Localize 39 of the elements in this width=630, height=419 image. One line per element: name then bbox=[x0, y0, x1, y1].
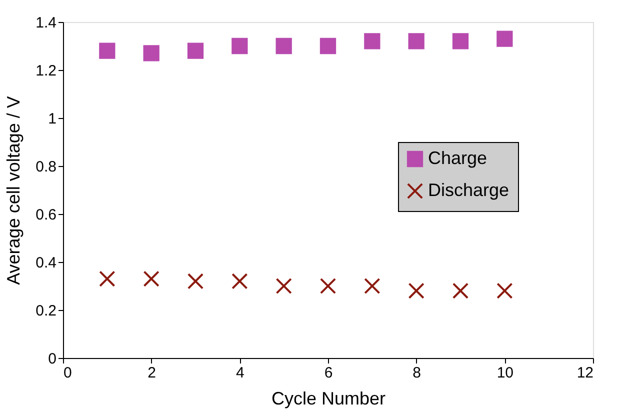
point bbox=[320, 38, 336, 54]
point bbox=[187, 42, 204, 59]
point bbox=[496, 30, 513, 47]
x-tick-label: 10 bbox=[496, 364, 514, 382]
y-tick-label: 0.6 bbox=[36, 206, 56, 224]
point bbox=[232, 38, 248, 54]
point bbox=[187, 273, 204, 290]
x-tick-label: 12 bbox=[576, 364, 594, 382]
point bbox=[143, 45, 160, 62]
point bbox=[99, 270, 116, 287]
y-axis-title: Average cell voltage / V bbox=[4, 96, 24, 285]
y-tick-label: 1.4 bbox=[36, 14, 56, 32]
y-tick-label: 0.2 bbox=[36, 302, 56, 320]
point bbox=[452, 282, 469, 299]
x-tick-label: 6 bbox=[324, 364, 333, 382]
point bbox=[364, 33, 380, 50]
point bbox=[99, 42, 116, 59]
y-tick-label: 0.4 bbox=[36, 254, 56, 272]
point bbox=[143, 270, 160, 287]
x-tick-label: 4 bbox=[236, 364, 244, 382]
point bbox=[364, 278, 380, 294]
legend-label: Discharge bbox=[428, 180, 510, 200]
point bbox=[276, 278, 292, 294]
y-tick-label: 1 bbox=[48, 110, 56, 128]
y-tick-label: 1.2 bbox=[36, 62, 56, 80]
point bbox=[452, 33, 469, 50]
point bbox=[320, 278, 336, 294]
x-tick-label: 0 bbox=[64, 364, 72, 382]
legend-label: Charge bbox=[428, 148, 488, 168]
x-axis-title: Cycle Number bbox=[271, 388, 386, 408]
point bbox=[408, 33, 424, 50]
point bbox=[276, 38, 292, 54]
point bbox=[408, 282, 424, 299]
y-tick-label: 0.8 bbox=[36, 158, 56, 176]
point bbox=[232, 273, 248, 290]
x-tick-label: 8 bbox=[412, 364, 422, 382]
point bbox=[496, 282, 513, 299]
y-tick-label: 0 bbox=[48, 350, 56, 368]
x-tick-label: 2 bbox=[148, 364, 156, 382]
